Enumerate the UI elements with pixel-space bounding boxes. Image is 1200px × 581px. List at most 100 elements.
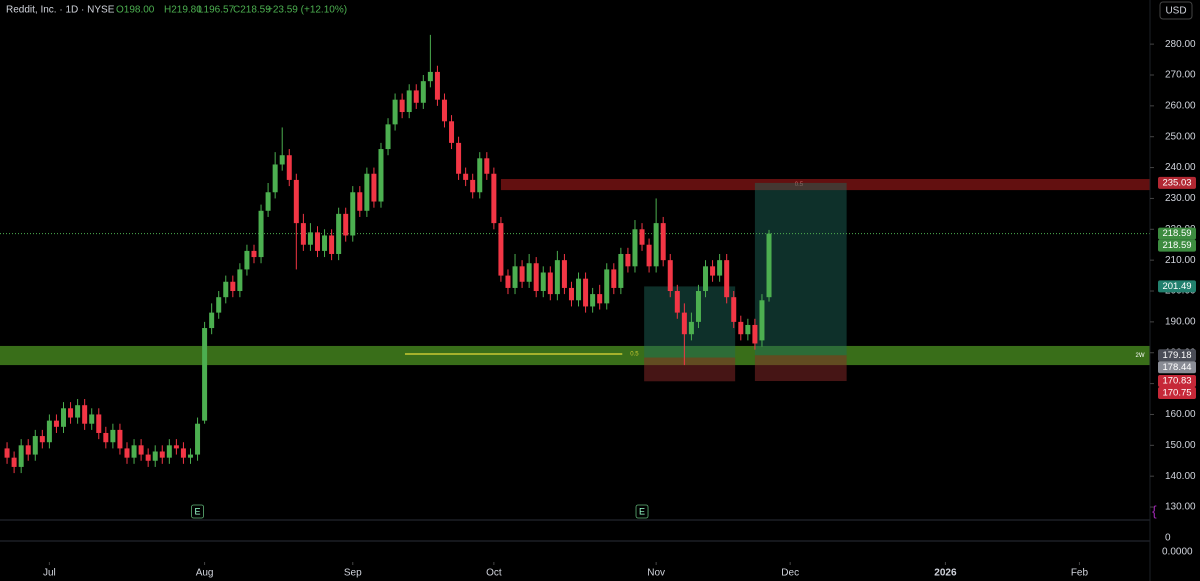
y-tick-label: 160.00: [1165, 409, 1196, 420]
candle-body: [32, 436, 38, 455]
candle-body: [244, 250, 250, 270]
candle-body: [561, 260, 567, 288]
candle-body: [385, 124, 391, 150]
x-tick-label: Sep: [344, 568, 362, 579]
candle-body: [223, 281, 229, 298]
candle-body: [89, 414, 95, 424]
price-tag-label: 179.18: [1162, 350, 1191, 361]
candle-body: [216, 297, 222, 313]
candle-body: [576, 278, 582, 301]
candle-body: [329, 235, 335, 254]
x-tick-label: 2026: [934, 568, 957, 579]
pane-label: 0: [1165, 533, 1171, 544]
y-tick-label: 250.00: [1165, 131, 1196, 142]
candle-body: [456, 142, 462, 174]
candle-body: [195, 423, 201, 455]
candle-body: [434, 71, 440, 100]
candle-body: [39, 436, 45, 443]
price-tag-label: 218.59: [1162, 228, 1191, 239]
price-tag: [1158, 387, 1196, 400]
price-tag: [1158, 176, 1196, 189]
price-tag-label: 178.44: [1162, 362, 1191, 373]
candle-body: [110, 429, 116, 443]
fib-label: 0.5: [630, 352, 639, 358]
candle-body: [4, 448, 10, 458]
ohlc-open: O198.00: [116, 5, 155, 16]
candle-body: [230, 281, 236, 292]
candle-body: [498, 223, 504, 276]
currency-box[interactable]: [1159, 1, 1193, 20]
candle-body: [505, 275, 511, 288]
ohlc-high: H219.80: [164, 5, 202, 16]
candle-body: [738, 321, 744, 335]
candle-body: [752, 324, 758, 344]
price-tag: [1158, 375, 1196, 388]
candle-body: [554, 260, 560, 295]
header: Reddit, Inc. · 1D · NYSE O198.00 H219.80…: [6, 5, 347, 16]
candle-body: [103, 432, 109, 443]
candle-body: [364, 173, 370, 211]
candle-body: [378, 149, 384, 202]
candle-body: [307, 232, 313, 245]
candle-body: [653, 223, 659, 267]
candle-body: [350, 192, 356, 236]
candle-body: [611, 269, 617, 288]
candle-body: [618, 253, 624, 288]
candle-body: [681, 312, 687, 335]
zone: [0, 345, 1150, 366]
candle-body: [547, 272, 553, 295]
currency[interactable]: USD: [1165, 6, 1186, 17]
price-tag: [1158, 239, 1196, 252]
y-tick-label: 280.00: [1165, 39, 1196, 50]
candle-body: [632, 229, 638, 267]
candle-body: [695, 291, 701, 322]
candle-body: [420, 81, 426, 103]
price-tag: [1158, 227, 1196, 240]
candle-body: [180, 448, 186, 458]
candle-body: [463, 173, 469, 180]
y-tick-label: 210.00: [1165, 255, 1196, 266]
candle-body: [286, 155, 292, 180]
candle-body: [625, 253, 631, 267]
candle-body: [583, 278, 589, 307]
candle-body: [441, 99, 447, 122]
candle-body: [745, 324, 751, 335]
candle-body: [526, 263, 532, 282]
candle-body: [314, 232, 320, 251]
event-label: E: [639, 506, 645, 516]
y-tick-label: 150.00: [1165, 440, 1196, 451]
candle-body: [138, 445, 144, 455]
y-tick-label: 240.00: [1165, 162, 1196, 173]
event-marker: [191, 504, 204, 519]
candle-body: [131, 445, 137, 458]
candle-body: [667, 260, 673, 292]
candle-body: [406, 90, 412, 113]
candle-body: [152, 451, 158, 461]
candle-body: [117, 429, 123, 449]
y-tick-label: 130.00: [1165, 502, 1196, 513]
y-tick-label: 260.00: [1165, 100, 1196, 111]
candle-body: [371, 173, 377, 202]
candle-body: [322, 235, 328, 251]
ohlc-change: +23.59 (+12.10%): [267, 5, 347, 16]
candle-body: [279, 155, 285, 165]
candle-body: [46, 420, 52, 443]
candle-body: [568, 287, 574, 301]
candle-body: [660, 223, 666, 261]
candle-body: [519, 266, 525, 282]
y-tick-label: 230.00: [1165, 193, 1196, 204]
zone-label: 0.5: [795, 182, 804, 188]
candle-body: [11, 457, 17, 467]
candle-body: [53, 420, 59, 427]
candle-body: [159, 451, 165, 458]
candle-body: [18, 445, 24, 467]
candle-body: [166, 445, 172, 458]
candle-body: [60, 408, 66, 427]
y-tick-label: 190.00: [1165, 317, 1196, 328]
x-tick-label: Aug: [196, 568, 214, 579]
indicator-icon[interactable]: {: [1152, 503, 1157, 519]
candle-body: [646, 244, 652, 267]
candle-body: [759, 300, 765, 341]
